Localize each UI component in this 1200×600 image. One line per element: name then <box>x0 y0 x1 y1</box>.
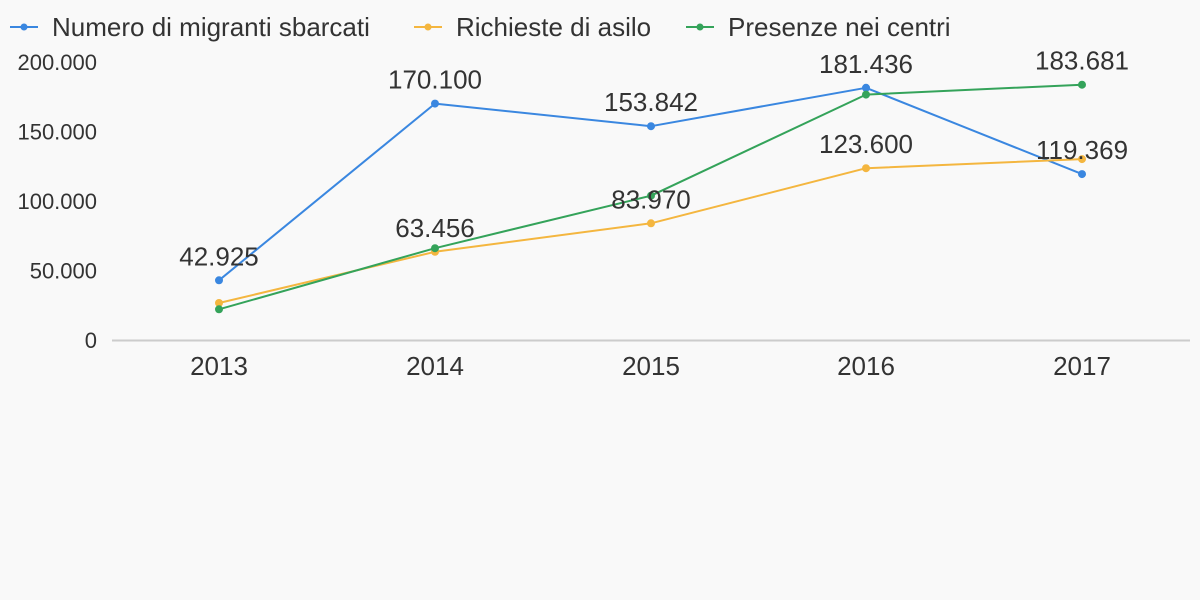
y-tick-label: 100.000 <box>17 189 97 214</box>
data-point[interactable] <box>215 276 223 285</box>
data-label: 153.842 <box>604 87 698 117</box>
data-point[interactable] <box>647 191 655 200</box>
legend-marker-1 <box>20 23 28 31</box>
data-label: 170.100 <box>388 65 482 95</box>
legend-label-3: Presenze nei centri <box>728 12 951 42</box>
legend: Numero di migranti sbarcati Richieste di … <box>10 12 951 42</box>
x-tick-label: 2016 <box>837 351 895 381</box>
data-point[interactable] <box>1078 80 1086 89</box>
data-point[interactable] <box>647 219 655 228</box>
y-tick-label: 0 <box>85 328 97 353</box>
data-point[interactable] <box>862 90 870 99</box>
data-label: 42.925 <box>179 241 259 271</box>
data-point[interactable] <box>215 299 223 307</box>
legend-item-1[interactable]: Numero di migranti sbarcati <box>10 12 370 42</box>
data-label: 183.681 <box>1035 46 1129 76</box>
series-3 <box>215 80 1086 314</box>
data-point[interactable] <box>431 244 439 253</box>
x-tick-label: 2014 <box>406 351 464 381</box>
data-label: 63.456 <box>395 213 475 243</box>
y-axis: 0 50.000 100.000 150.000 200.000 <box>17 50 97 353</box>
data-label: 119.369 <box>1036 135 1128 165</box>
legend-label-1: Numero di migranti sbarcati <box>52 12 370 42</box>
x-axis: 2013 2014 2015 2016 2017 <box>190 351 1111 381</box>
legend-item-3[interactable]: Presenze nei centri <box>686 12 951 42</box>
x-tick-label: 2015 <box>622 351 680 381</box>
data-point[interactable] <box>647 122 655 131</box>
data-label: 181.436 <box>819 49 913 79</box>
data-point[interactable] <box>431 99 439 108</box>
data-labels: 42.925 170.100 153.842 181.436 119.369 63.456… <box>179 46 1129 272</box>
y-tick-label: 150.000 <box>17 120 97 145</box>
data-label: 123.600 <box>819 129 913 159</box>
legend-item-2[interactable]: Richieste di asilo <box>414 12 651 42</box>
y-tick-label: 200.000 <box>17 50 97 75</box>
data-label: 83.970 <box>611 184 691 214</box>
series-layer <box>215 80 1086 314</box>
y-tick-label: 50.000 <box>30 259 97 284</box>
data-point[interactable] <box>215 305 223 314</box>
legend-label-2: Richieste di asilo <box>456 12 651 42</box>
data-point[interactable] <box>1078 170 1086 179</box>
data-point[interactable] <box>1078 155 1086 164</box>
x-tick-label: 2013 <box>190 351 248 381</box>
legend-marker-2 <box>424 23 432 31</box>
data-point[interactable] <box>862 83 870 92</box>
data-point[interactable] <box>862 164 870 173</box>
legend-marker-3 <box>696 23 704 31</box>
x-tick-label: 2017 <box>1053 351 1111 381</box>
series-1 <box>215 83 1086 285</box>
series-line-2 <box>218 158 1083 304</box>
